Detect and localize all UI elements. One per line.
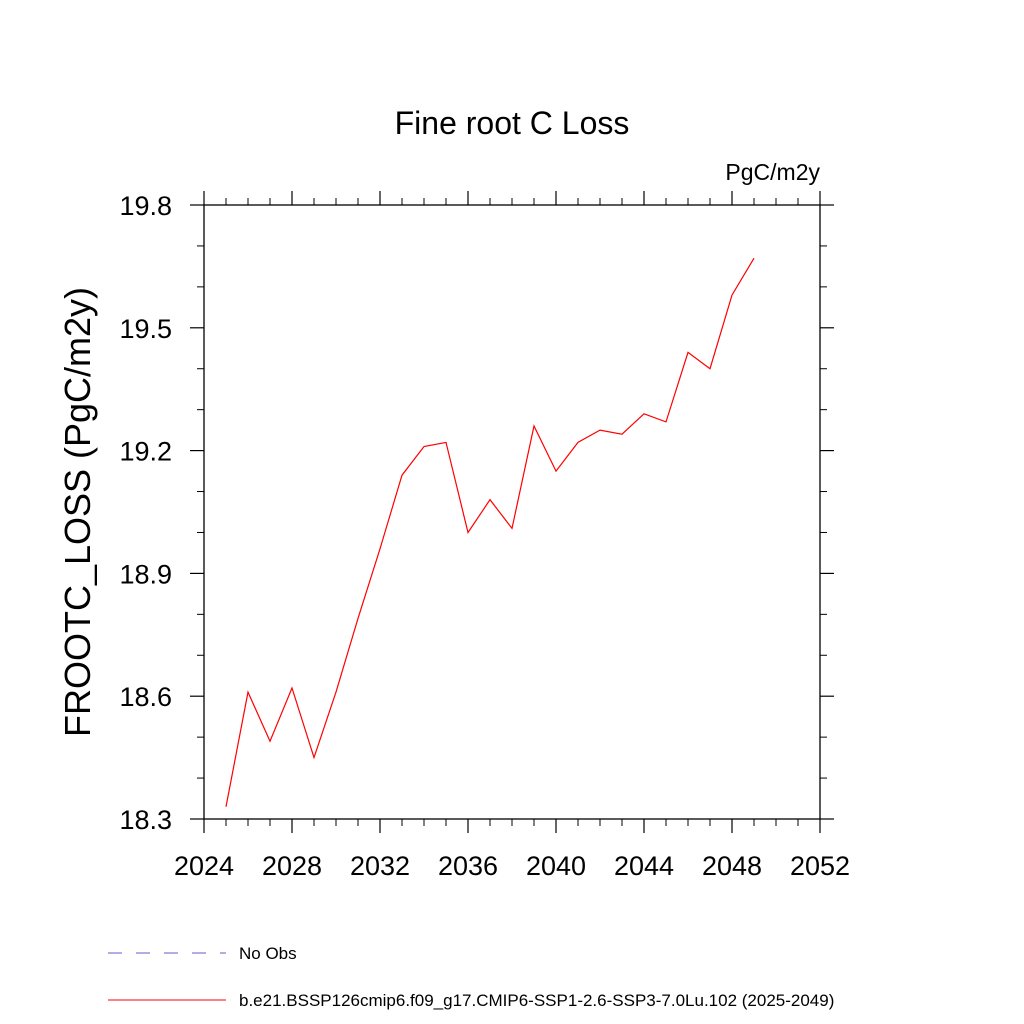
plot-frame xyxy=(203,204,821,820)
x-tick-label: 2024 xyxy=(174,851,234,881)
legend-label-no-obs: No Obs xyxy=(239,944,297,963)
x-tick-label: 2044 xyxy=(614,851,674,881)
y-tick-label: 19.2 xyxy=(119,437,172,467)
x-tick-label: 2048 xyxy=(702,851,762,881)
series-line xyxy=(225,257,755,807)
y-tick-label: 19.5 xyxy=(119,314,172,344)
x-tick-label: 2036 xyxy=(438,851,498,881)
units-label: PgC/m2y xyxy=(725,159,820,185)
legend-label-model: b.e21.BSSP126cmip6.f09_g17.CMIP6-SSP1-2.… xyxy=(239,991,834,1010)
tick-labels: 2024 2028 2032 2036 2040 2044 2048 2052 18.3 18.6… xyxy=(119,191,850,881)
series-layer xyxy=(225,257,755,807)
x-tick-label: 2028 xyxy=(262,851,322,881)
y-tick-label: 18.6 xyxy=(119,682,172,712)
y-tick-label: 18.3 xyxy=(119,805,172,835)
x-tick-label: 2052 xyxy=(790,851,850,881)
y-axis-label: FROOTC_LOSS (PgC/m2y) xyxy=(57,287,98,737)
legend: No Obs b.e21.BSSP126cmip6.f09_g17.CMIP6-… xyxy=(108,944,834,1010)
y-tick-label: 19.8 xyxy=(119,191,172,221)
chart-title: Fine root C Loss xyxy=(395,105,630,141)
y-tick-label: 18.9 xyxy=(119,559,172,589)
x-tick-label: 2032 xyxy=(350,851,410,881)
axis-ticks xyxy=(190,191,834,833)
x-tick-label: 2040 xyxy=(526,851,586,881)
